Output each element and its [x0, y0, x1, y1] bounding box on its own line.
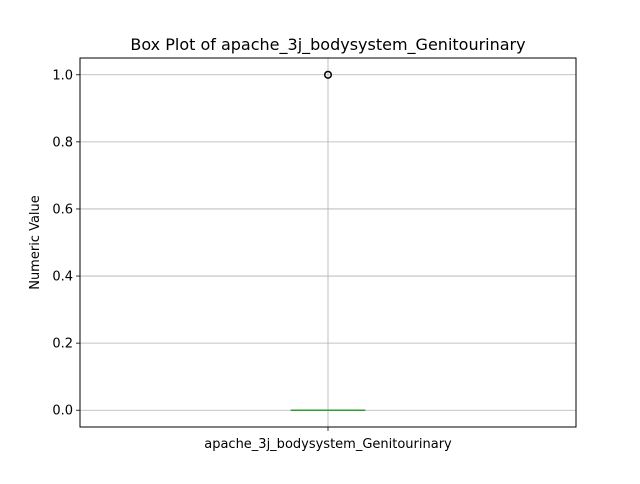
y-tick-label: 1.0 — [52, 68, 73, 83]
x-tick-label: apache_3j_bodysystem_Genitourinary — [204, 437, 452, 452]
y-tick-label: 0.0 — [52, 404, 73, 419]
y-tick-label: 0.2 — [52, 337, 73, 352]
y-axis-label: Numeric Value — [28, 195, 43, 290]
y-tick-label: 0.4 — [52, 270, 73, 285]
y-tick-label: 0.6 — [52, 202, 73, 217]
y-tick-label: 0.8 — [52, 135, 73, 150]
chart-title: Box Plot of apache_3j_bodysystem_Genitou… — [130, 35, 525, 55]
